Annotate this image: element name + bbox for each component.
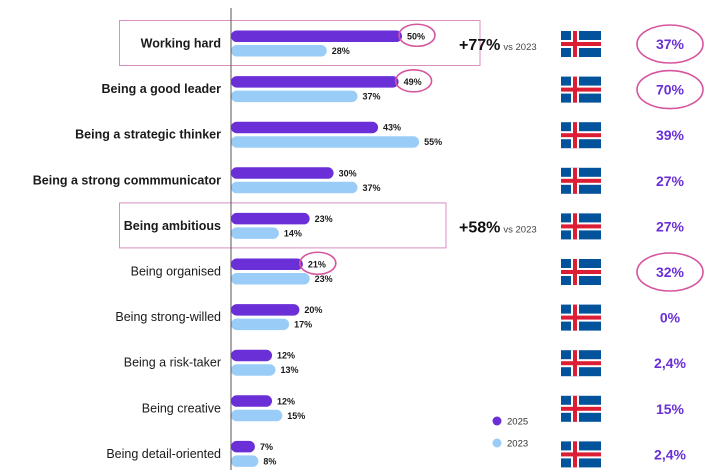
value-label-2023: 37% (363, 92, 381, 102)
iceland-percent: 39% (656, 127, 685, 143)
bar-2023 (231, 181, 358, 194)
highlight-boxes (119, 20, 481, 249)
category-label: Working hard (141, 37, 221, 51)
iceland-flag-icon (561, 213, 601, 240)
value-label-2023: 15% (287, 411, 305, 421)
legend: 2025 2023 (492, 416, 528, 450)
value-label-2025: 12% (277, 351, 295, 361)
flags-group (561, 31, 601, 468)
legend-swatch-2023 (492, 438, 502, 448)
percent-highlight-circle (636, 69, 704, 110)
bar-2025 (231, 440, 255, 453)
iceland-flag-icon (561, 167, 601, 194)
iceland-percent: 32% (656, 264, 685, 280)
legend-label-2025: 2025 (507, 417, 528, 428)
iceland-percent: 0% (660, 310, 681, 326)
value-label-2023: 8% (263, 456, 276, 466)
value-label-2025: 50% (407, 32, 425, 42)
value-label-2023: 13% (280, 365, 298, 375)
iceland-flag-icon (561, 441, 601, 468)
value-label-2025: 21% (308, 260, 326, 270)
value-highlight-circle (299, 251, 337, 276)
value-label-2023: 17% (294, 320, 312, 330)
iceland-flag-icon (561, 259, 601, 285)
percent-highlight-circle (636, 252, 704, 292)
legend-swatch-2025 (492, 416, 502, 426)
labels-group: Working hard 50% 28% 37% Being a good leader… (33, 23, 704, 466)
iceland-percent: 27% (656, 218, 685, 234)
bar-2023 (231, 455, 259, 467)
percent-highlight-circle (636, 24, 704, 64)
value-label-2025: 7% (260, 442, 273, 452)
iceland-flag-icon (561, 31, 601, 57)
value-label-2025: 49% (404, 77, 422, 87)
bar-2025 (231, 395, 273, 407)
iceland-percent: 2,4% (654, 355, 686, 371)
highlight-box (119, 202, 447, 249)
bar-2025 (231, 121, 379, 134)
category-label: Being creative (142, 401, 221, 415)
category-label: Being strong-willed (115, 310, 221, 324)
change-suffix: vs 2023 (503, 224, 536, 235)
bars-group (231, 30, 420, 467)
category-label: Being detail-oriented (106, 447, 221, 461)
iceland-percent: 2,4% (654, 446, 686, 462)
change-value: +58% (459, 219, 500, 236)
value-label-2023: 37% (363, 183, 381, 193)
change-annotation: +77% vs 2023 (459, 37, 537, 54)
category-label: Being ambitious (124, 219, 221, 233)
iceland-flag-icon (561, 395, 601, 422)
bar-2025 (231, 258, 303, 270)
value-label-2025: 12% (277, 396, 295, 406)
change-annotation: +58% vs 2023 (459, 219, 537, 236)
iceland-flag-icon (561, 76, 601, 103)
iceland-percent: 27% (656, 173, 685, 189)
value-label-2025: 43% (383, 123, 401, 133)
legend-label-2023: 2023 (507, 439, 528, 450)
value-label-2023: 28% (332, 46, 350, 56)
category-label: Being organised (131, 265, 221, 279)
bar-2023 (231, 318, 290, 331)
highlight-box (119, 20, 481, 66)
category-label: Being a strong commmunicator (33, 173, 221, 187)
bar-2023 (231, 90, 358, 103)
bar-2025 (231, 30, 402, 42)
category-label: Being a risk-taker (124, 356, 221, 370)
value-highlight-circle (398, 23, 436, 48)
change-value: +77% (459, 37, 500, 54)
iceland-percent: 37% (656, 36, 685, 52)
bar-2023 (231, 409, 283, 422)
value-label-2023: 23% (315, 274, 333, 284)
value-label-2025: 30% (339, 168, 357, 178)
category-label: Being a good leader (102, 82, 222, 96)
value-highlight-circle (394, 69, 433, 93)
value-label-2023: 55% (424, 137, 442, 147)
bar-2025 (231, 167, 334, 179)
value-label-2025: 20% (304, 305, 322, 315)
bar-2025 (231, 212, 310, 225)
iceland-flag-icon (561, 304, 601, 331)
iceland-flag-icon (561, 350, 601, 377)
iceland-percent: 70% (656, 82, 685, 98)
bar-2025 (231, 304, 300, 316)
bar-2023 (231, 273, 310, 285)
bar-2025 (231, 76, 399, 88)
category-label: Being a strategic thinker (75, 128, 221, 142)
bar-2023 (231, 364, 276, 376)
bar-2023 (231, 45, 327, 57)
value-label-2023: 14% (284, 228, 302, 238)
bar-2023 (231, 227, 279, 239)
change-suffix: vs 2023 (503, 42, 536, 53)
bar-2023 (231, 136, 420, 148)
iceland-flag-icon (561, 122, 601, 149)
value-label-2025: 23% (315, 214, 333, 224)
bar-2025 (231, 349, 273, 362)
iceland-percent: 15% (656, 401, 685, 417)
